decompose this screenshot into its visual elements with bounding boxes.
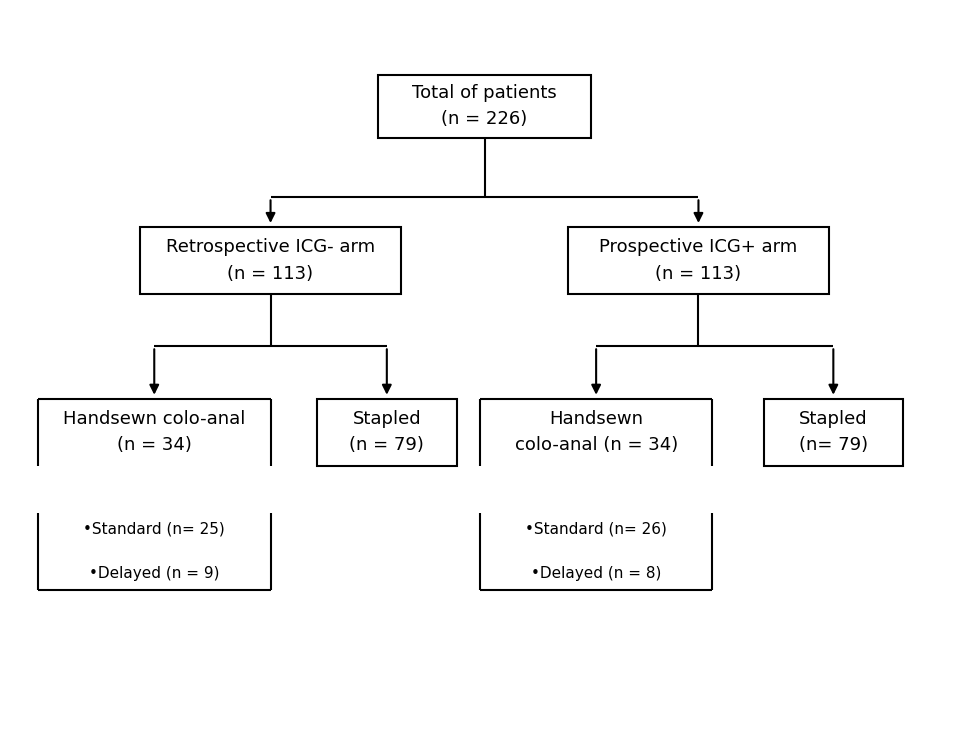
Text: •Standard (n= 25)

•Delayed (n = 9): •Standard (n= 25) •Delayed (n = 9): [83, 522, 225, 581]
Text: Handsewn
colo-anal (n = 34): Handsewn colo-anal (n = 34): [515, 410, 677, 455]
Text: Total of patients
(n = 226): Total of patients (n = 226): [412, 84, 557, 128]
Text: Prospective ICG+ arm
(n = 113): Prospective ICG+ arm (n = 113): [600, 238, 797, 283]
Text: •Standard (n= 26)

•Delayed (n = 8): •Standard (n= 26) •Delayed (n = 8): [525, 522, 667, 581]
FancyBboxPatch shape: [317, 399, 456, 466]
Text: Stapled
(n = 79): Stapled (n = 79): [350, 410, 424, 455]
Text: Retrospective ICG- arm
(n = 113): Retrospective ICG- arm (n = 113): [166, 238, 375, 283]
FancyBboxPatch shape: [764, 399, 903, 466]
FancyBboxPatch shape: [568, 227, 828, 294]
FancyBboxPatch shape: [141, 227, 401, 294]
FancyBboxPatch shape: [378, 75, 591, 138]
Text: Stapled
(n= 79): Stapled (n= 79): [798, 410, 868, 455]
Text: Handsewn colo-anal
(n = 34): Handsewn colo-anal (n = 34): [63, 410, 245, 455]
